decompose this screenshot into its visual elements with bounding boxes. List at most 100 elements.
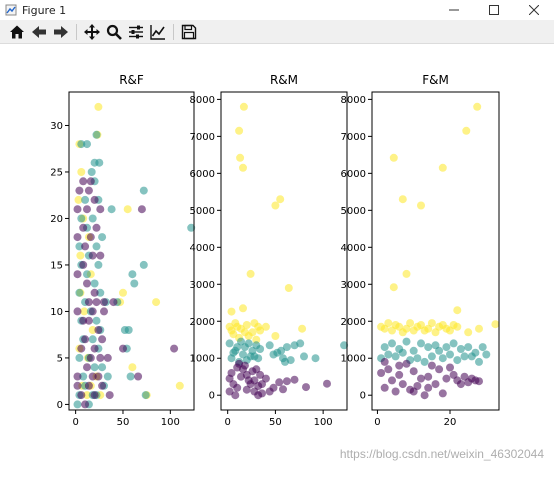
scatter-point — [398, 380, 407, 389]
scatter-point — [79, 177, 88, 186]
scatter-point — [79, 372, 88, 381]
scatter-point — [83, 363, 91, 372]
y-tick-label: 8000 — [341, 95, 366, 106]
scatter-point — [298, 324, 307, 333]
scatter-point — [77, 168, 86, 176]
scatter-point — [107, 205, 116, 214]
scatter-point — [254, 391, 263, 400]
pan-button[interactable] — [81, 21, 102, 42]
scatter-point — [246, 269, 255, 278]
scatter-point — [282, 343, 291, 352]
scatter-point — [453, 306, 462, 315]
scatter-point — [384, 350, 393, 359]
scatter-point — [86, 353, 95, 362]
y-tick-label: 3000 — [190, 280, 215, 291]
scatter-point — [402, 359, 411, 368]
scatter-point — [240, 361, 249, 370]
scatter-point — [250, 376, 259, 385]
subplot-title: R&F — [119, 73, 144, 87]
scatter-point — [438, 354, 447, 363]
scatter-point — [431, 380, 440, 389]
scatter-point — [87, 168, 96, 176]
scatter-point — [94, 326, 103, 334]
scatter-point — [75, 242, 84, 251]
window-title: Figure 1 — [22, 3, 67, 17]
close-icon — [529, 5, 539, 15]
scatter-point — [88, 307, 97, 316]
scatter-point — [130, 279, 139, 288]
scatter-point — [126, 372, 135, 381]
y-tick-label: 10 — [50, 307, 63, 318]
window-titlebar: Figure 1 — [0, 0, 554, 21]
scatter-point — [250, 319, 259, 328]
scatter-point — [109, 298, 118, 307]
scatter-point — [464, 343, 473, 352]
zoom-button[interactable] — [103, 21, 124, 42]
scatter-point — [284, 284, 293, 292]
y-tick-label: 1000 — [341, 354, 366, 365]
y-tick-label: 5 — [57, 353, 63, 364]
x-tick-label: 20 — [444, 417, 457, 428]
scatter-point — [92, 316, 101, 325]
y-tick-label: 6000 — [341, 169, 366, 180]
scatter-point — [242, 370, 251, 379]
figure-canvas[interactable]: 0 50 100 0 5 10 15 20 25 30 R&F 0 50 100 0 1000 2000 3000… — [0, 45, 554, 473]
scatter-point — [300, 352, 308, 361]
scatter-point — [256, 370, 265, 379]
scatter-point — [442, 374, 451, 383]
save-button[interactable] — [178, 21, 199, 42]
scatter-point — [242, 321, 251, 329]
scatter-point — [77, 214, 86, 223]
scatter-point — [427, 319, 436, 328]
home-icon — [9, 25, 24, 38]
home-button[interactable] — [6, 21, 27, 42]
scatter-point — [256, 326, 265, 335]
scatter-point — [473, 102, 482, 111]
scatter-point — [225, 387, 234, 396]
back-arrow-icon — [31, 25, 46, 38]
scatter-point — [340, 341, 349, 350]
scatter-point — [73, 307, 82, 316]
scatter-point — [92, 242, 101, 251]
scatter-point — [239, 304, 247, 313]
scatter-point — [449, 339, 458, 348]
scatter-point — [456, 380, 465, 389]
scatter-point — [380, 357, 389, 366]
scatter-point — [258, 380, 266, 389]
scatter-point — [471, 348, 480, 357]
navigation-toolbar — [0, 20, 554, 44]
scatter-point — [286, 356, 295, 365]
minimize-button[interactable] — [434, 0, 474, 20]
scatter-point — [242, 385, 251, 394]
scatter-point — [395, 370, 404, 379]
edit-axis-button[interactable] — [147, 21, 168, 42]
scatter-point — [475, 357, 483, 366]
scatter-point — [98, 363, 107, 372]
close-button[interactable] — [514, 0, 554, 20]
back-button[interactable] — [28, 21, 49, 42]
scatter-point — [84, 186, 93, 195]
y-tick-label: 5000 — [341, 206, 366, 217]
scatter-point — [227, 307, 236, 316]
forward-arrow-icon — [53, 25, 68, 38]
scatter-point — [84, 381, 93, 390]
scatter-point — [302, 383, 310, 392]
axes-frame — [220, 91, 348, 411]
scatter-point — [402, 269, 411, 278]
configure-subplots-button[interactable] — [125, 21, 146, 42]
maximize-button[interactable] — [474, 0, 514, 20]
forward-button[interactable] — [50, 21, 71, 42]
scatter-point — [377, 369, 386, 377]
scatter-point — [95, 158, 104, 167]
scatter-point — [446, 350, 454, 359]
scatter-point — [261, 322, 270, 331]
scatter-point — [96, 288, 105, 297]
scatter-point — [231, 391, 240, 400]
scatter-point — [384, 365, 393, 374]
scatter-point — [96, 251, 105, 260]
scatter-point — [187, 223, 196, 232]
y-tick-label: 2000 — [190, 317, 215, 328]
x-tick-label: 50 — [269, 417, 282, 428]
scatter-point — [88, 326, 97, 334]
scatter-point — [81, 335, 90, 344]
